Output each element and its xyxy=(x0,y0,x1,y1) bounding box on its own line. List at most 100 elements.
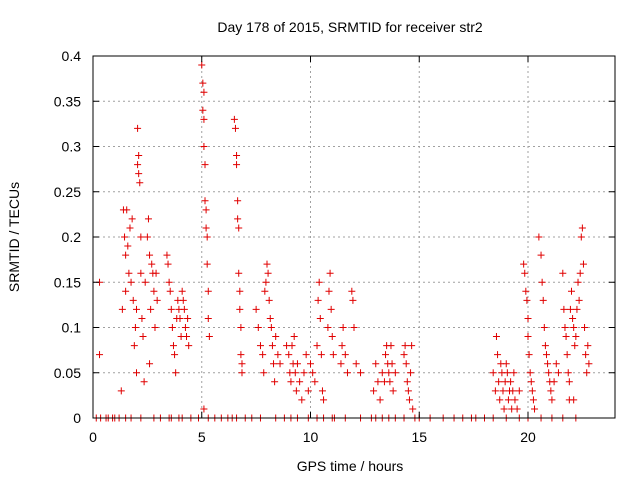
data-point xyxy=(287,378,295,386)
data-point xyxy=(148,260,156,268)
data-point xyxy=(230,115,238,123)
data-point xyxy=(167,305,175,313)
data-point xyxy=(309,369,317,377)
data-point xyxy=(152,269,160,277)
data-point xyxy=(311,378,319,386)
data-point xyxy=(181,324,189,331)
data-point xyxy=(141,278,149,286)
data-point xyxy=(237,351,245,359)
data-point xyxy=(583,369,591,377)
data-point xyxy=(153,296,161,304)
data-point xyxy=(524,333,532,341)
data-point xyxy=(374,378,382,386)
data-point xyxy=(339,324,347,331)
x-axis-title: GPS time / hours xyxy=(297,458,404,474)
data-point xyxy=(183,333,191,341)
data-point xyxy=(138,314,146,322)
data-point xyxy=(539,296,547,304)
data-point xyxy=(318,387,326,395)
data-point xyxy=(256,342,264,350)
y-tick-label: 0.3 xyxy=(62,139,82,155)
data-point xyxy=(265,296,273,304)
data-point xyxy=(577,233,585,241)
data-point xyxy=(146,360,154,368)
data-point xyxy=(350,324,358,331)
data-point xyxy=(259,351,267,359)
data-point xyxy=(391,369,399,377)
data-point xyxy=(325,287,333,295)
data-point xyxy=(200,143,208,150)
data-point xyxy=(531,405,539,413)
data-point xyxy=(235,224,243,232)
data-point xyxy=(579,260,587,268)
data-point xyxy=(385,369,393,377)
data-point xyxy=(571,342,579,350)
data-point xyxy=(254,324,262,331)
data-point xyxy=(133,369,140,377)
data-point xyxy=(231,124,239,132)
data-point xyxy=(137,233,145,241)
data-point xyxy=(178,287,186,295)
data-point xyxy=(263,260,271,268)
data-point xyxy=(585,360,593,368)
data-point xyxy=(504,396,512,404)
data-point xyxy=(262,278,270,286)
data-point xyxy=(341,351,349,359)
data-point xyxy=(544,360,552,368)
data-point xyxy=(203,260,211,268)
data-point xyxy=(202,224,210,232)
data-point xyxy=(502,360,510,368)
data-point xyxy=(134,124,142,132)
data-point xyxy=(503,369,511,377)
data-point xyxy=(581,324,589,331)
y-axis-title: SRMTID / TECUs xyxy=(6,182,22,292)
data-point xyxy=(343,369,351,377)
data-point xyxy=(559,269,567,277)
data-point xyxy=(407,369,415,377)
data-point xyxy=(510,369,518,377)
data-point xyxy=(563,351,571,359)
data-point xyxy=(163,251,171,259)
data-point xyxy=(566,305,574,313)
data-point xyxy=(169,342,177,350)
data-point xyxy=(236,287,244,295)
data-point xyxy=(136,179,144,187)
data-point xyxy=(401,342,409,350)
data-point xyxy=(134,161,142,169)
data-point xyxy=(489,369,497,377)
axis-ticks xyxy=(92,55,615,419)
data-point xyxy=(267,324,275,331)
y-tick-labels: 0 0.05 0.1 0.15 0.2 0.25 0.3 0.35 0.4 xyxy=(54,48,81,426)
data-point xyxy=(404,387,412,395)
data-point xyxy=(129,296,137,304)
data-point xyxy=(185,342,193,350)
data-point xyxy=(535,233,543,241)
data-point xyxy=(523,296,531,304)
x-tick-label: 15 xyxy=(411,429,427,445)
data-point xyxy=(529,396,537,404)
data-point xyxy=(307,360,314,368)
data-point xyxy=(293,360,301,368)
x-tick-label: 0 xyxy=(89,429,97,445)
data-point xyxy=(511,396,519,404)
data-point xyxy=(179,296,187,304)
data-point xyxy=(545,369,553,377)
y-tick-label: 0.05 xyxy=(54,365,81,381)
y-tick-label: 0.15 xyxy=(54,274,81,290)
data-point xyxy=(233,152,241,160)
data-point xyxy=(200,405,208,413)
data-point xyxy=(576,269,584,277)
data-point xyxy=(548,396,556,404)
data-point xyxy=(329,351,337,359)
data-point xyxy=(578,224,586,232)
data-point xyxy=(130,342,138,350)
data-point xyxy=(552,360,560,368)
data-point xyxy=(527,378,535,386)
x-tick-label: 20 xyxy=(520,429,536,445)
data-point xyxy=(507,378,515,386)
data-point xyxy=(316,314,324,322)
data-point xyxy=(348,287,356,295)
data-point xyxy=(118,305,126,313)
data-point xyxy=(124,242,132,250)
y-tick-label: 0.4 xyxy=(62,48,82,64)
